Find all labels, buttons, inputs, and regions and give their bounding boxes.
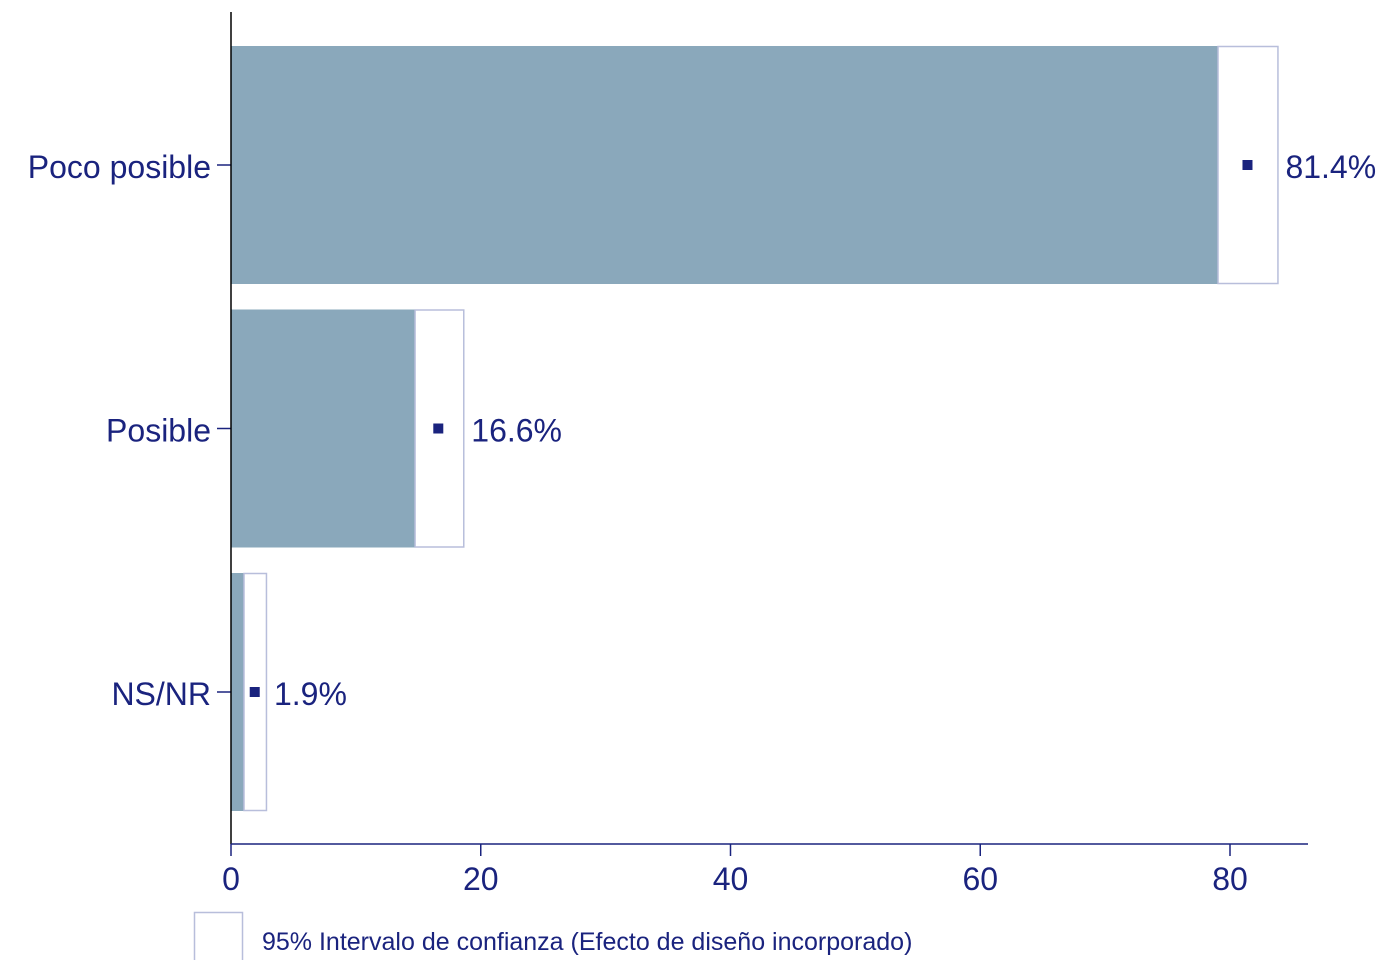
- data-label-1: 81.4%: [1285, 149, 1376, 185]
- point-marker-1: [1242, 160, 1253, 170]
- legend-label: 95% Intervalo de confianza (Efecto de di…: [262, 928, 912, 956]
- bar-1: [231, 46, 1218, 284]
- x-tick-label-4: 60: [962, 861, 998, 897]
- labels-layer: 81.4% Poco posible 16.6% Posible 1.9% NS/NR 0 2…: [28, 149, 1376, 897]
- x-tick-label-2: 20: [463, 861, 499, 897]
- data-label-2: 16.6%: [471, 413, 562, 449]
- bar-2: [231, 309, 415, 548]
- x-tick-label-1: 0: [222, 861, 240, 897]
- point-marker-2: [433, 423, 444, 434]
- legend-swatch-ci: [193, 911, 244, 960]
- category-label-2: Posible: [106, 413, 211, 449]
- data-label-3: 1.9%: [274, 676, 347, 712]
- axes-layer: [217, 12, 1308, 856]
- legend: 95% Intervalo de confianza (Efecto de di…: [193, 911, 912, 960]
- bars-layer: [231, 45, 1279, 812]
- category-label-3: NS/NR: [111, 676, 211, 712]
- bar-3: [231, 573, 244, 811]
- category-label-1: Poco posible: [28, 149, 211, 185]
- point-marker-3: [249, 687, 260, 697]
- x-tick-label-5: 80: [1212, 861, 1248, 897]
- x-tick-label-3: 40: [713, 861, 749, 897]
